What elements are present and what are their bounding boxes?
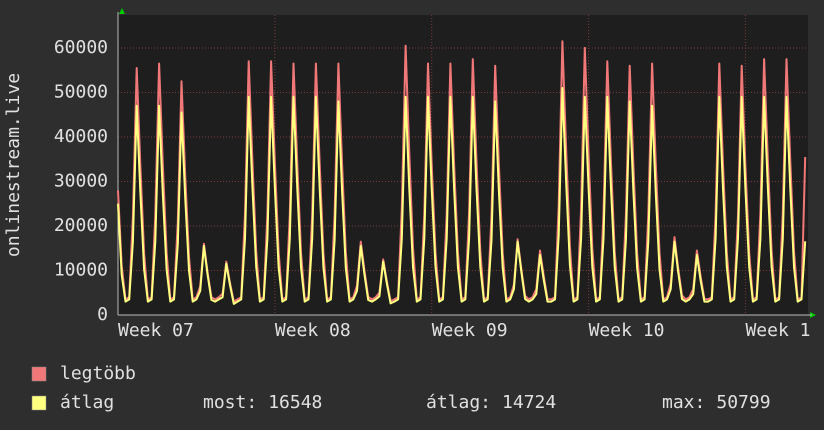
x-tick-label: Week 08 bbox=[275, 320, 351, 341]
x-tick-label: Week 07 bbox=[118, 320, 194, 341]
y-tick-label: 10000 bbox=[54, 259, 108, 280]
x-tick-label: Week 1 bbox=[745, 320, 810, 341]
stat-value: 14724 bbox=[502, 392, 556, 413]
series-line bbox=[117, 87, 807, 305]
y-tick-label: 60000 bbox=[54, 37, 108, 58]
y-arrow bbox=[119, 8, 125, 14]
y-tick-label: 30000 bbox=[54, 170, 108, 191]
plot-area bbox=[118, 15, 808, 315]
x-arrow bbox=[810, 312, 816, 318]
stat-label: most: bbox=[203, 392, 257, 413]
legend-swatch bbox=[31, 366, 47, 382]
stat-value: 16548 bbox=[268, 392, 322, 413]
stat-value: 50799 bbox=[716, 392, 770, 413]
y-tick-label: 40000 bbox=[54, 126, 108, 147]
y-tick-label: 20000 bbox=[54, 215, 108, 236]
stat-label: átlag: bbox=[426, 392, 491, 413]
y-tick-label: 50000 bbox=[54, 81, 108, 102]
y-tick-label: 0 bbox=[97, 304, 108, 325]
stat-label: max: bbox=[662, 392, 705, 413]
legend-label: legtöbb bbox=[60, 363, 136, 384]
legend-swatch bbox=[31, 395, 47, 411]
legend-label: átlag bbox=[60, 392, 114, 413]
x-tick-label: Week 09 bbox=[432, 320, 508, 341]
y-axis-label: onlinestream.live bbox=[3, 73, 24, 257]
x-tick-label: Week 10 bbox=[589, 320, 665, 341]
